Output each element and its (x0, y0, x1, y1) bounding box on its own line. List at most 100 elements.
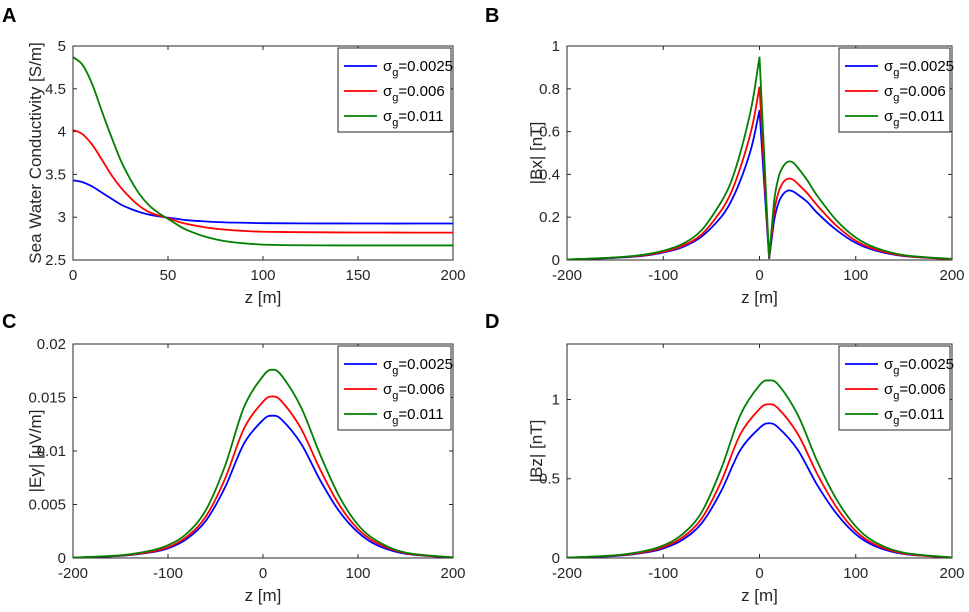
legend-label-value: =0.006 (899, 83, 945, 100)
legend-label-value: =0.0025 (398, 58, 453, 75)
legend-label-base: σ (383, 381, 393, 398)
y-axis-title: |Bx| [nT] (527, 122, 546, 185)
series-line-2 (73, 129, 453, 234)
legend-label-base: σ (383, 58, 393, 75)
y-tick-label: 2.5 (45, 252, 66, 269)
series-line-3 (567, 56, 952, 260)
x-axis-title: z [m] (245, 288, 282, 307)
legend-label-base: σ (884, 108, 894, 125)
legend-box (337, 47, 452, 133)
series-line-1 (567, 422, 952, 558)
legend-label: σg=0.011 (884, 108, 945, 129)
legend-label: σg=0.006 (884, 83, 946, 104)
legend-label-base: σ (884, 58, 894, 75)
x-tick-label: -100 (648, 267, 678, 284)
series-line-3 (567, 379, 952, 558)
x-tick-label: 0 (259, 565, 267, 582)
y-tick-label: 0.8 (539, 81, 560, 98)
y-axis-title: Sea Water Conductivity [S/m] (26, 42, 45, 263)
legend-label-sub: g (392, 117, 398, 129)
x-tick-label: 100 (250, 267, 275, 284)
y-tick-label: 1 (552, 38, 560, 55)
legend-label: σg=0.0025 (884, 58, 954, 79)
legend-label-sub: g (893, 67, 899, 79)
panel-letter: A (2, 5, 16, 27)
legend-label-sub: g (392, 365, 398, 377)
series-line-2 (567, 403, 952, 558)
y-tick-label: 3 (58, 209, 66, 226)
y-tick-label: 0 (552, 252, 560, 269)
y-tick-label: 1 (552, 391, 560, 408)
panel-letter: B (485, 5, 499, 27)
y-tick-label: 0.02 (37, 336, 66, 353)
y-tick-label: 5 (58, 38, 66, 55)
legend-label-base: σ (884, 356, 894, 373)
legend-label-sub: g (392, 390, 398, 402)
y-tick-label: 0 (552, 550, 560, 567)
x-tick-label: 0 (69, 267, 77, 284)
legend-label-sub: g (893, 415, 899, 427)
series-line-1 (567, 110, 952, 260)
panel-b: B -200 -100 0 100 200 0 0.2 0.4 0.6 0.8 1 z [m] |Bx| … (485, 5, 965, 307)
legend-label-base: σ (383, 356, 393, 373)
legend-label-value: =0.011 (398, 108, 443, 125)
x-tick-label: 100 (843, 565, 868, 582)
series-line-3 (73, 56, 453, 247)
y-tick-label: 0.005 (28, 497, 66, 514)
legend-label-value: =0.006 (398, 381, 444, 398)
legend-label-value: =0.0025 (899, 356, 954, 373)
legend-label-base: σ (383, 83, 393, 100)
y-tick-label: 4 (58, 124, 66, 141)
panel-a: A 0 50 100 150 200 2.5 3 3.5 4 4.5 5 z [m] Sea Water … (2, 5, 466, 307)
panel-letter: D (485, 311, 499, 333)
x-tick-label: -100 (648, 565, 678, 582)
x-tick-label: 100 (843, 267, 868, 284)
legend-box (337, 345, 452, 431)
x-tick-label: 0 (755, 565, 763, 582)
legend-label: σg=0.006 (383, 381, 445, 402)
legend-label: σg=0.0025 (383, 58, 453, 79)
legend-label-base: σ (383, 406, 393, 423)
legend-label-base: σ (884, 406, 894, 423)
legend-label-value: =0.0025 (899, 58, 954, 75)
x-axis-title: z [m] (245, 586, 282, 605)
x-tick-label: -200 (552, 565, 582, 582)
legend-label-value: =0.006 (398, 83, 444, 100)
x-tick-label: -200 (58, 565, 88, 582)
y-tick-label: 3.5 (45, 166, 66, 183)
legend-label-base: σ (884, 83, 894, 100)
legend-label-sub: g (392, 415, 398, 427)
legend-label: σg=0.011 (383, 108, 444, 129)
legend-label-sub: g (893, 92, 899, 104)
y-tick-label: 0 (58, 550, 66, 567)
legend-label-value: =0.006 (899, 381, 945, 398)
legend-label: σg=0.006 (884, 381, 946, 402)
x-tick-label: 200 (939, 267, 964, 284)
legend-label-value: =0.011 (899, 406, 944, 423)
legend-label-value: =0.011 (398, 406, 443, 423)
y-tick-label: 0.6 (539, 124, 560, 141)
x-axis-title: z [m] (741, 586, 778, 605)
x-tick-label: 200 (939, 565, 964, 582)
legend-label: σg=0.011 (884, 406, 945, 427)
series-line-2 (567, 86, 952, 260)
x-tick-label: -200 (552, 267, 582, 284)
y-tick-label: 0.01 (37, 443, 66, 460)
panel-c: C -200 -100 0 100 200 0 0.005 0.01 0.015 0.02 z [m]… (2, 311, 466, 605)
series-line-3 (73, 368, 453, 558)
legend-label: σg=0.0025 (884, 356, 954, 377)
legend-label-value: =0.0025 (398, 356, 453, 373)
legend-box (838, 47, 951, 133)
legend-label-value: =0.011 (899, 108, 944, 125)
y-tick-label: 0.4 (539, 166, 560, 183)
y-axis-title: |Ey| [μV/m] (26, 410, 45, 493)
legend-label-sub: g (893, 117, 899, 129)
x-tick-label: 100 (345, 565, 370, 582)
x-tick-label: 0 (755, 267, 763, 284)
legend-label: σg=0.011 (383, 406, 444, 427)
y-tick-label: 4.5 (45, 81, 66, 98)
x-axis-title: z [m] (741, 288, 778, 307)
legend-label-base: σ (884, 381, 894, 398)
